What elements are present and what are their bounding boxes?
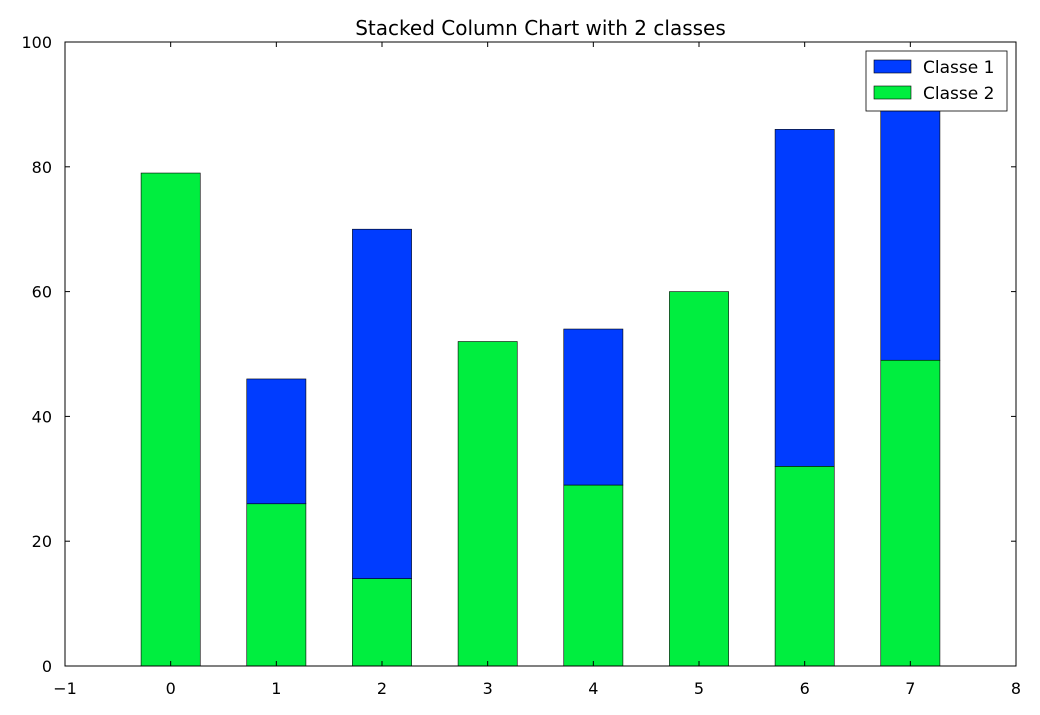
bar-classe-2-5: [669, 291, 729, 667]
y-tick-label: 60: [32, 283, 52, 302]
legend-swatch-classe-2: [873, 85, 912, 100]
plot-frame: [64, 41, 1017, 667]
bar-classe-1-7: [880, 104, 941, 361]
y-tick-label: 80: [32, 158, 52, 177]
bar-classe-1-1: [246, 378, 307, 505]
bar-classe-1-6: [774, 129, 835, 467]
bar-classe-2-6: [774, 466, 835, 667]
bars-layer: [140, 104, 941, 667]
y-tick-label: 40: [32, 407, 52, 426]
bar-classe-2-7: [880, 359, 941, 667]
bar-classe-1-2: [352, 228, 412, 579]
bar-classe-2-3: [457, 341, 518, 667]
bar-classe-2-4: [563, 484, 624, 667]
x-tick-label: 8: [1011, 679, 1021, 698]
x-tick-label: 1: [271, 679, 281, 698]
x-tick-label: 4: [588, 679, 598, 698]
x-tick-label: 2: [377, 679, 387, 698]
x-tick-label: −1: [53, 679, 77, 698]
x-tick-label: 3: [483, 679, 493, 698]
bar-classe-2-2: [352, 578, 412, 667]
y-tick-label: 20: [32, 532, 52, 551]
x-tick-label: 6: [800, 679, 810, 698]
x-tick-label: 0: [166, 679, 176, 698]
x-tick-label: 5: [694, 679, 704, 698]
legend-label-classe-1: Classe 1: [923, 58, 994, 78]
bar-classe-2-0: [140, 172, 201, 667]
y-tick-label: 0: [42, 657, 52, 676]
bar-classe-2-1: [246, 503, 307, 667]
x-tick-label: 7: [905, 679, 915, 698]
y-tick-label: 100: [21, 33, 52, 52]
legend: Classe 1 Classe 2: [865, 50, 1008, 112]
legend-label-classe-2: Classe 2: [923, 84, 994, 104]
bar-classe-1-4: [563, 328, 624, 486]
chart-title: Stacked Column Chart with 2 classes: [355, 16, 726, 40]
legend-swatch-classe-1: [873, 59, 912, 74]
